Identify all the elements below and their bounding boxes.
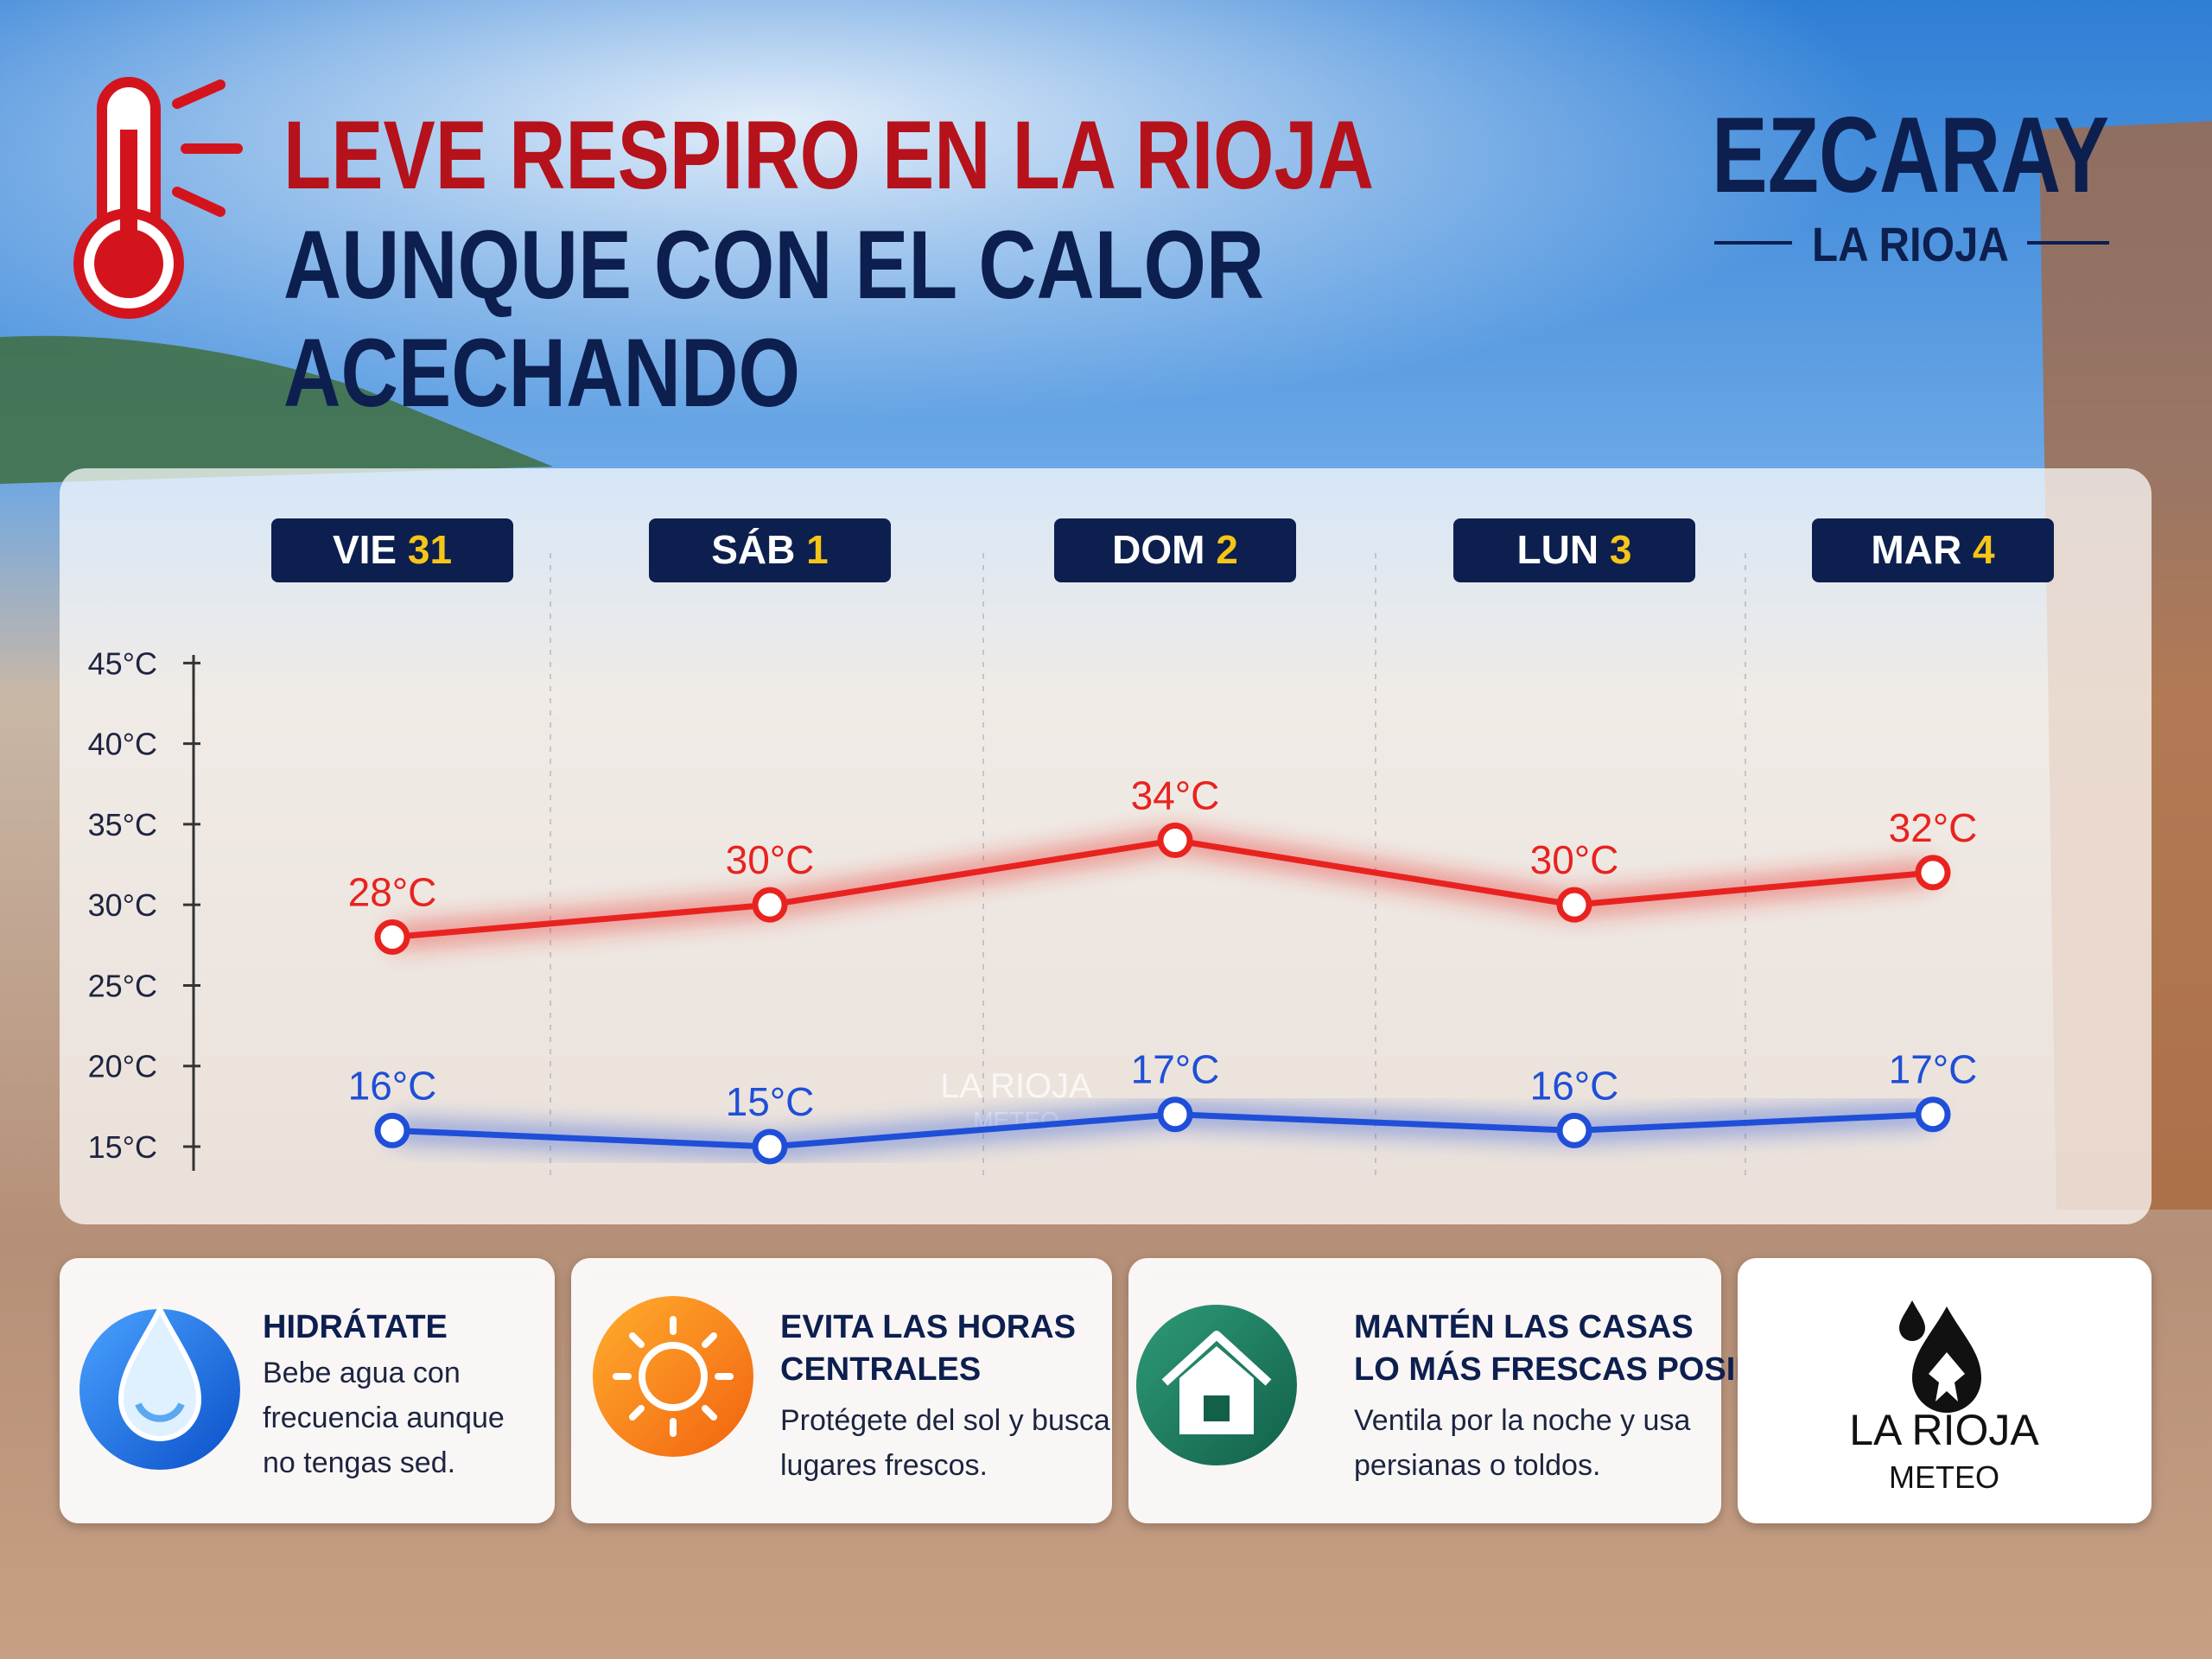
tip-text: persianas o toldos. [1354, 1449, 1600, 1482]
tip-text: Protégete del sol y busca [780, 1404, 1110, 1437]
day-label: SÁB 1 [711, 527, 829, 572]
house-icon [1136, 1305, 1297, 1465]
point [374, 1112, 410, 1148]
tip-text: frecuencia aunque [263, 1402, 505, 1434]
tip-title: CENTRALES [780, 1351, 981, 1388]
y-tick-label: 35°C [88, 807, 157, 842]
day-label: MAR 4 [1871, 527, 1995, 572]
value-label: 15°C [726, 1079, 815, 1124]
title-line: AUNQUE CON EL CALOR [283, 211, 1264, 319]
tip-title: EVITA LAS HORAS [780, 1309, 1076, 1345]
point [1157, 823, 1193, 859]
point [752, 1128, 788, 1165]
day-pill [271, 518, 513, 582]
sun-icon [593, 1296, 753, 1457]
tip-text: lugares frescos. [780, 1449, 988, 1482]
logo-name: LA RIOJA [1849, 1406, 2039, 1454]
logo-icon [1899, 1300, 1981, 1413]
value-label: 30°C [726, 837, 815, 882]
day-pill [1812, 518, 2054, 582]
day-pill [1054, 518, 1296, 582]
water-icon [79, 1303, 240, 1470]
day-label: VIE 31 [333, 527, 452, 572]
y-tick-label: 30°C [88, 887, 157, 923]
point [1157, 1096, 1193, 1133]
value-label: 17°C [1131, 1047, 1220, 1092]
location: EZCARAY [1712, 96, 2109, 215]
value-label: 28°C [348, 869, 437, 914]
value-label: 16°C [1530, 1063, 1619, 1108]
thermometer-icon [73, 77, 243, 319]
y-tick-label: 20°C [88, 1049, 157, 1084]
value-label: 34°C [1131, 773, 1220, 818]
day-date: 3 [1610, 527, 1632, 572]
tip-card [1128, 1258, 1721, 1523]
day-label: DOM 2 [1112, 527, 1238, 572]
tip-text: no tengas sed. [263, 1446, 455, 1479]
title-line: ACECHANDO [283, 319, 800, 427]
day-label: LUN 3 [1517, 527, 1632, 572]
tip-text: Ventila por la noche y usa [1354, 1404, 1690, 1437]
tip-title: HIDRÁTATE [263, 1307, 448, 1345]
watermark: LA RIOJA [940, 1067, 1092, 1105]
hillside [0, 335, 553, 484]
value-label: 30°C [1530, 837, 1619, 882]
day-date: 2 [1216, 527, 1238, 572]
day-date: 31 [408, 527, 452, 572]
day-name: LUN [1517, 527, 1599, 572]
point [752, 887, 788, 923]
y-tick-label: 45°C [88, 645, 157, 681]
day-pill [1453, 518, 1695, 582]
day-date: 4 [1973, 527, 1995, 572]
chart: LA RIOJAMETEO45°C40°C35°C30°C25°C20°C15°… [88, 518, 2054, 1175]
point [1915, 855, 1951, 891]
y-tick-label: 25°C [88, 968, 157, 1003]
point [1556, 887, 1592, 923]
y-tick-label: 15°C [88, 1129, 157, 1165]
value-label: 17°C [1889, 1047, 1978, 1092]
y-tick-label: 40°C [88, 727, 157, 762]
point [1915, 1096, 1951, 1133]
tip-text: Bebe agua con [263, 1357, 461, 1389]
day-date: 1 [806, 527, 829, 572]
day-pill [649, 518, 891, 582]
point [374, 918, 410, 955]
tip-title: MANTÉN LAS CASAS [1354, 1307, 1694, 1345]
value-label: 32°C [1889, 805, 1978, 850]
day-name: MAR [1871, 527, 1961, 572]
day-name: DOM [1112, 527, 1205, 572]
title-line: LEVE RESPIRO EN LA RIOJA [283, 101, 1374, 209]
day-name: VIE [333, 527, 397, 572]
point [1556, 1112, 1592, 1148]
region: LA RIOJA [1812, 217, 2009, 271]
logo-sub: METEO [1889, 1459, 1999, 1495]
day-name: SÁB [711, 527, 795, 572]
value-label: 16°C [348, 1063, 437, 1108]
